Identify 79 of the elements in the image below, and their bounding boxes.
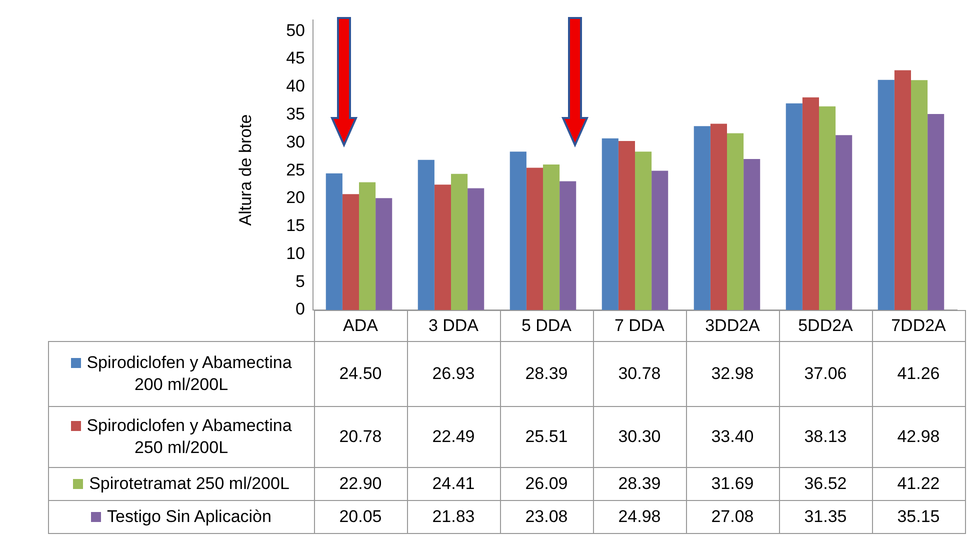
y-tick-label: 50 <box>286 20 305 40</box>
y-tick-label: 0 <box>296 300 305 319</box>
bar <box>602 138 618 310</box>
data-label: 28.39 <box>593 467 686 500</box>
y-axis-title: Altura de brote <box>236 114 256 226</box>
y-tick-label: 25 <box>286 160 305 180</box>
data-label: 23.08 <box>500 500 593 533</box>
data-label: 31.69 <box>686 467 779 500</box>
y-tick-label: 40 <box>286 76 305 96</box>
y-tick-label: 5 <box>296 272 305 291</box>
legend-label: Testigo Sin Aplicaciòn <box>48 500 314 533</box>
bar <box>744 158 760 310</box>
data-label: 25.51 <box>500 406 593 467</box>
data-label: 26.09 <box>500 467 593 500</box>
bar <box>468 188 484 310</box>
bar <box>894 70 911 310</box>
bar <box>342 194 359 310</box>
bar <box>727 133 744 310</box>
legend-label: Spirotetramat 250 ml/200L <box>48 467 314 500</box>
data-label: 20.05 <box>314 500 407 533</box>
bar <box>694 126 710 310</box>
x-tick-label: 7 DDA <box>593 310 686 341</box>
data-label: 27.08 <box>686 500 779 533</box>
data-label: 41.22 <box>872 467 965 500</box>
bar <box>802 97 819 310</box>
bar <box>359 182 376 310</box>
data-label: 21.83 <box>407 500 500 533</box>
data-label: 24.98 <box>593 500 686 533</box>
data-label: 24.41 <box>407 467 500 500</box>
bar <box>526 168 543 310</box>
data-label: 37.06 <box>779 341 872 406</box>
bar <box>560 181 576 310</box>
data-label: 36.52 <box>779 467 872 500</box>
bar <box>819 106 836 310</box>
bar <box>434 184 451 310</box>
x-tick-label: 3DD2A <box>686 310 779 341</box>
legend-label: Spirodiclofen y Abamectina 250 ml/200L <box>48 406 314 467</box>
bar <box>326 173 342 310</box>
bar <box>451 174 468 310</box>
data-label: 22.49 <box>407 406 500 467</box>
x-tick-label: 5DD2A <box>779 310 872 341</box>
data-label: 30.78 <box>593 341 686 406</box>
bar <box>618 141 635 310</box>
bar <box>710 124 727 310</box>
legend-label: Spirodiclofen y Abamectina 200 ml/200L <box>48 341 314 406</box>
data-label: 38.13 <box>779 406 872 467</box>
bar <box>635 152 652 310</box>
x-tick-label: 3 DDA <box>407 310 500 341</box>
data-label: 31.35 <box>779 500 872 533</box>
data-label: 41.26 <box>872 341 965 406</box>
bar <box>878 80 894 310</box>
data-label: 22.90 <box>314 467 407 500</box>
bar <box>418 160 434 310</box>
y-tick-label: 35 <box>286 104 305 124</box>
bar <box>510 152 526 310</box>
data-label: 26.93 <box>407 341 500 406</box>
data-label: 30.30 <box>593 406 686 467</box>
x-tick-label: 7DD2A <box>872 310 965 341</box>
bar <box>652 170 668 310</box>
data-label: 28.39 <box>500 341 593 406</box>
data-label: 33.40 <box>686 406 779 467</box>
data-label: 32.98 <box>686 341 779 406</box>
bar <box>836 135 852 310</box>
bar <box>376 198 392 310</box>
data-label: 24.50 <box>314 341 407 406</box>
y-tick-label: 20 <box>286 188 305 208</box>
bar <box>786 103 802 310</box>
y-tick-label: 15 <box>286 216 305 236</box>
bar <box>543 164 560 310</box>
y-tick-label: 30 <box>286 132 305 152</box>
data-label: 35.15 <box>872 500 965 533</box>
data-label: 20.78 <box>314 406 407 467</box>
x-tick-label: ADA <box>314 310 407 341</box>
y-tick-label: 10 <box>286 244 305 263</box>
data-label: 42.98 <box>872 406 965 467</box>
x-tick-label: 5 DDA <box>500 310 593 341</box>
bar <box>911 80 928 310</box>
y-tick-label: 45 <box>286 48 305 68</box>
bar <box>928 114 944 310</box>
